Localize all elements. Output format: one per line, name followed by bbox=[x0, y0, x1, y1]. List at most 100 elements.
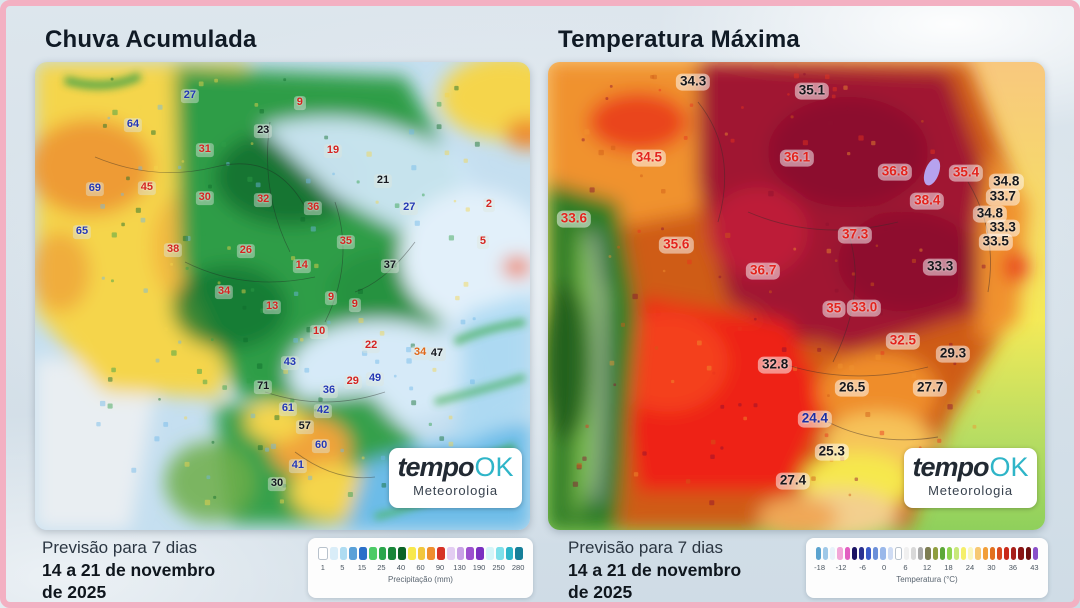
map-value-label: 5 bbox=[476, 235, 490, 250]
legend-swatch bbox=[407, 547, 416, 560]
legend-swatch bbox=[437, 547, 445, 560]
legend-swatch bbox=[946, 547, 952, 560]
legend-swatch bbox=[873, 547, 879, 560]
tempook-wordmark: tempoOK bbox=[904, 452, 1037, 482]
map-value-label: 36 bbox=[304, 201, 323, 215]
map-value-label: 35.1 bbox=[794, 82, 830, 100]
legend-swatch bbox=[417, 547, 426, 560]
map-value-label: 29 bbox=[343, 375, 362, 389]
logo-ok-text: OK bbox=[989, 452, 1029, 482]
forecast-line3: de 2025 bbox=[42, 582, 107, 602]
map-value-label: 32.5 bbox=[885, 332, 920, 350]
precipitation-legend: 1 5 15 25 40 60 90 130 190 250 280 Precipitação (m… bbox=[308, 538, 533, 598]
map-value-label: 27.4 bbox=[775, 472, 811, 490]
map-value-label: 33.7 bbox=[985, 188, 1020, 206]
map-value-label: 30 bbox=[195, 191, 214, 206]
legend-swatch bbox=[466, 547, 475, 560]
temperature-value-labels: 34.3 35.1 34.5 36.1 36.8 35.4 34.8 33.7 38.4 34.8… bbox=[548, 62, 1045, 530]
legend-swatch bbox=[866, 547, 872, 560]
state-borders bbox=[94, 121, 416, 479]
map-value-label: 24.4 bbox=[797, 410, 833, 428]
legend-swatch bbox=[911, 547, 917, 560]
map-value-label: 36.7 bbox=[746, 262, 781, 280]
map-value-label: 32.8 bbox=[757, 356, 793, 374]
map-value-label: 71 bbox=[254, 379, 273, 394]
legend-tick: 250 bbox=[492, 563, 505, 572]
legend-tick: 43 bbox=[1030, 563, 1039, 572]
map-value-label: 2 bbox=[482, 198, 495, 213]
legend-swatch bbox=[1025, 547, 1031, 560]
legend-swatch bbox=[318, 547, 328, 560]
legend-swatch bbox=[446, 547, 455, 560]
map-value-label: 57 bbox=[295, 420, 314, 434]
map-value-label: 47 bbox=[427, 347, 447, 361]
map-value-label: 60 bbox=[311, 439, 331, 454]
legend-swatch bbox=[505, 547, 514, 560]
legend-tick: 190 bbox=[472, 563, 486, 572]
legend-tick: 1 bbox=[320, 563, 325, 572]
map-value-label: 22 bbox=[361, 339, 381, 353]
map-value-label: 45 bbox=[137, 181, 156, 195]
legend-tick: 18 bbox=[944, 563, 953, 572]
precipitation-colorbar bbox=[318, 547, 524, 560]
legend-swatch bbox=[982, 547, 988, 560]
legend-swatch bbox=[830, 547, 836, 560]
map-value-label: 9 bbox=[324, 290, 338, 305]
map-value-label: 61 bbox=[278, 401, 298, 416]
logo-ok-text: OK bbox=[474, 452, 514, 482]
map-value-label: 33.0 bbox=[846, 299, 882, 317]
forecast-line2: 14 a 21 de novembro bbox=[42, 560, 216, 580]
legend-tick: 90 bbox=[435, 563, 445, 572]
legend-swatch bbox=[932, 547, 938, 560]
map-value-label: 27.7 bbox=[913, 379, 948, 397]
rain-map-title: Chuva Acumulada bbox=[45, 26, 257, 53]
logo-tempo-text: tempo bbox=[912, 452, 989, 482]
legend-swatch bbox=[339, 547, 348, 560]
legend-tick: -18 bbox=[814, 563, 825, 572]
precipitation-legend-title: Precipitação (mm) bbox=[388, 575, 453, 584]
map-value-label: 33.6 bbox=[556, 210, 591, 228]
legend-swatch bbox=[996, 547, 1003, 560]
map-value-label: 34.3 bbox=[675, 73, 711, 91]
legend-tick: 30 bbox=[987, 563, 996, 572]
legend-tick: 12 bbox=[922, 563, 932, 572]
legend-swatch bbox=[1004, 547, 1010, 560]
map-value-label: 25.3 bbox=[814, 443, 849, 461]
map-value-label: 27 bbox=[400, 201, 419, 215]
legend-swatch bbox=[837, 547, 843, 560]
map-value-label: 9 bbox=[348, 298, 361, 312]
map-value-label: 69 bbox=[85, 181, 105, 196]
legend-swatch bbox=[844, 547, 850, 560]
logo-subtitle: Meteorologia bbox=[413, 483, 498, 498]
legend-tick: 0 bbox=[881, 563, 887, 572]
map-value-label: 34 bbox=[214, 284, 234, 299]
temperature-legend-title: Temperatura (°C) bbox=[896, 575, 958, 584]
logo-tempo-text: tempo bbox=[397, 452, 474, 482]
map-value-label: 33.5 bbox=[978, 233, 1013, 251]
legend-swatch bbox=[515, 547, 524, 560]
legend-tick: 40 bbox=[396, 563, 406, 572]
map-value-label: 21 bbox=[373, 173, 393, 188]
legend-swatch bbox=[939, 547, 945, 560]
legend-tick: 36 bbox=[1008, 563, 1018, 572]
map-value-label: 34.8 bbox=[989, 173, 1024, 191]
legend-swatch bbox=[953, 547, 960, 560]
map-value-label: 35.4 bbox=[948, 164, 984, 182]
map-value-label: 32 bbox=[254, 193, 273, 207]
map-value-label: 37 bbox=[380, 259, 400, 273]
temperature-map: 34.3 35.1 34.5 36.1 36.8 35.4 34.8 33.7 38.4 34.8… bbox=[548, 62, 1045, 530]
legend-swatch bbox=[903, 547, 910, 560]
legend-tick: 6 bbox=[903, 563, 908, 572]
legend-swatch bbox=[456, 547, 465, 560]
legend-swatch bbox=[975, 547, 981, 560]
map-value-label: 35.6 bbox=[659, 236, 694, 254]
legend-swatch bbox=[1018, 547, 1024, 560]
temperature-forecast-caption: Previsão para 7 dias 14 a 21 de novembro… bbox=[568, 537, 741, 603]
map-value-label: 38.4 bbox=[910, 192, 945, 210]
tempook-logo: tempoOK Meteorologia bbox=[389, 448, 522, 508]
logo-subtitle: Meteorologia bbox=[928, 483, 1013, 498]
map-value-label: 27 bbox=[180, 89, 200, 104]
map-value-label: 65 bbox=[72, 225, 92, 239]
legend-swatch bbox=[968, 547, 974, 560]
map-value-label: 35 bbox=[822, 300, 846, 318]
